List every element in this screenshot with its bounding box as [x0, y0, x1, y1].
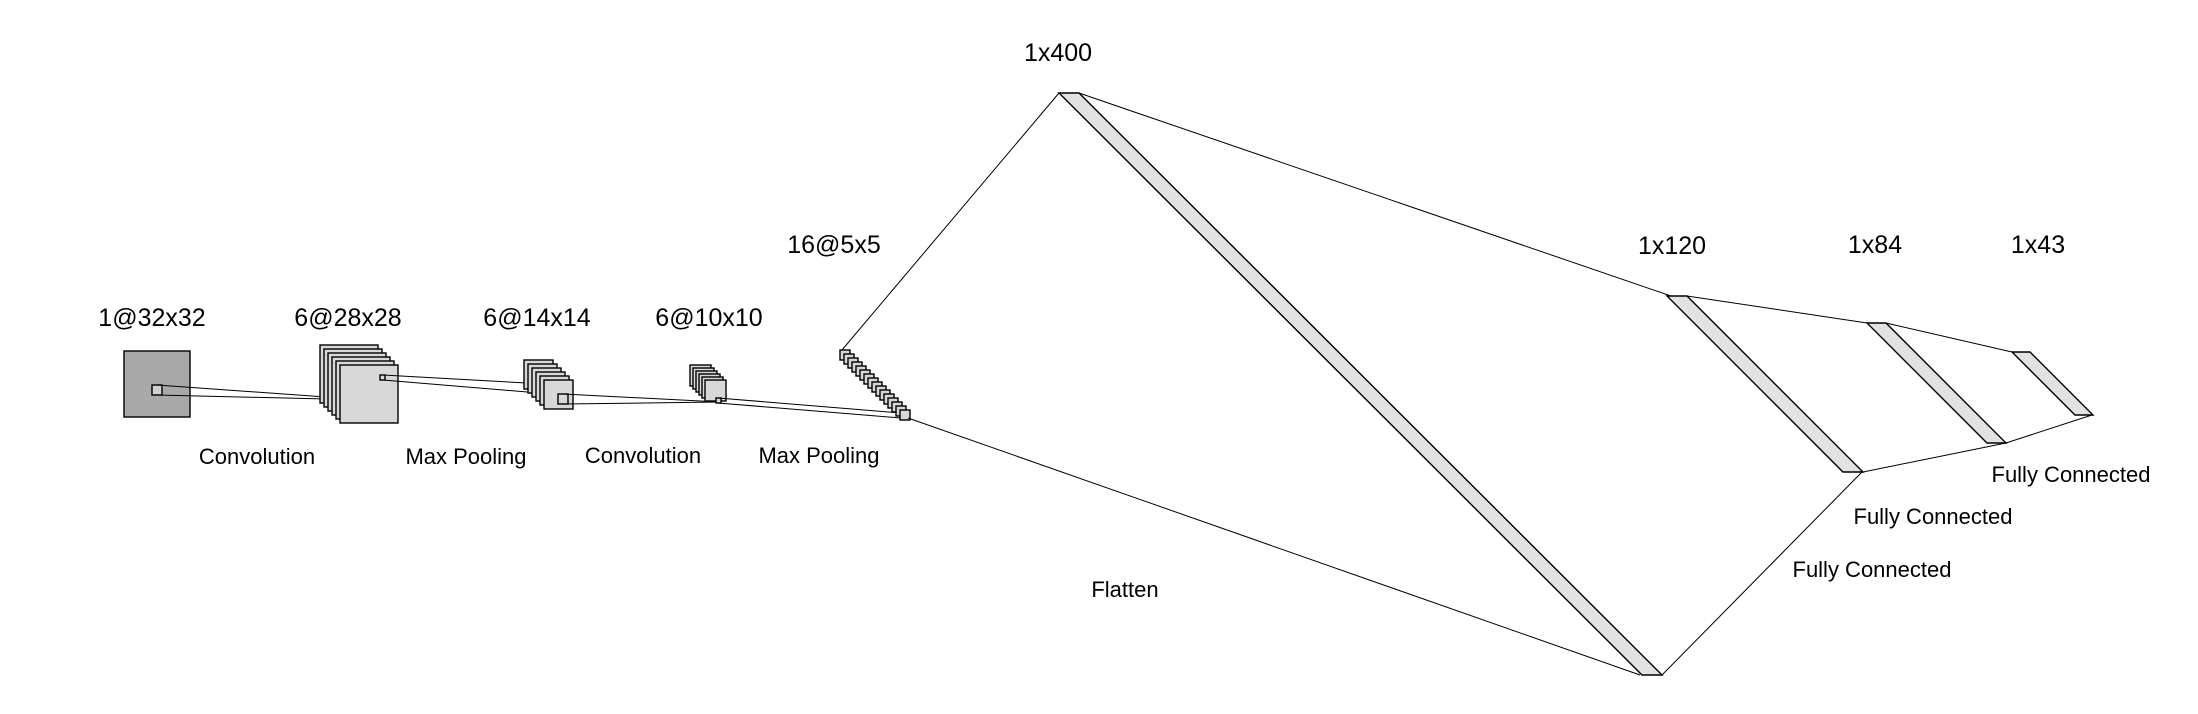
fc1-dim-label: 1x120 — [1638, 232, 1706, 260]
pool2-op-label: Max Pooling — [758, 443, 879, 468]
conv2-layer — [689, 364, 727, 404]
pool1-to-conv2-connector — [562, 393, 721, 403]
input-map — [123, 350, 191, 418]
fc2-dim-label: 1x84 — [1848, 231, 1902, 259]
fc1-to-fc2-connector — [1686, 295, 1868, 324]
conv1-pool-window — [379, 374, 386, 381]
fc2-to-fc3-connector — [1885, 322, 2013, 353]
input-kernel-window — [151, 384, 163, 396]
conv1-layer — [319, 344, 399, 424]
flatten-op-label: Flatten — [1091, 577, 1158, 602]
fc1-vector — [1665, 295, 1865, 473]
pool1-dim-label: 6@14x14 — [483, 304, 590, 332]
conv1-map — [339, 364, 399, 424]
fc3-op-label: Fully Connected — [1992, 462, 2151, 487]
input-layer — [123, 350, 191, 418]
pool1-op-label: Max Pooling — [405, 444, 526, 469]
pool2-to-flat-connector — [841, 92, 1060, 351]
flat-to-fc1-connector — [1661, 471, 1863, 676]
fc2-vector — [1865, 322, 2008, 444]
fc1-to-fc2-connector — [1862, 442, 2007, 473]
fc3-vector — [2010, 351, 2095, 416]
fc1-op-label: Fully Connected — [1793, 557, 1952, 582]
conv2-op-label: Convolution — [585, 443, 701, 468]
conv2-to-pool2-connector — [717, 402, 902, 419]
conv2-dim-label: 6@10x10 — [655, 304, 762, 332]
conv2-pool-window — [715, 397, 722, 404]
pool2-layer — [839, 349, 911, 421]
conv1-op-label: Convolution — [199, 444, 315, 469]
pool1-to-conv2-connector — [562, 401, 721, 405]
input-dim-label: 1@32x32 — [98, 304, 205, 332]
flat-dim-label: 1x400 — [1024, 39, 1092, 67]
flat-to-fc1-connector — [1078, 92, 1672, 297]
fc2-op-label: Fully Connected — [1854, 504, 2013, 529]
fc2-to-fc3-connector — [2005, 414, 2093, 444]
conv1-dim-label: 6@28x28 — [294, 304, 401, 332]
pool2-to-flat-connector — [907, 417, 1641, 676]
pool2-map — [899, 409, 911, 421]
pool1-kernel-window — [557, 393, 569, 405]
conv2-to-pool2-connector — [717, 397, 902, 414]
pool1-layer — [523, 359, 574, 410]
fc3-dim-label: 1x43 — [2011, 231, 2065, 259]
pool2-dim-label: 16@5x5 — [787, 231, 881, 259]
